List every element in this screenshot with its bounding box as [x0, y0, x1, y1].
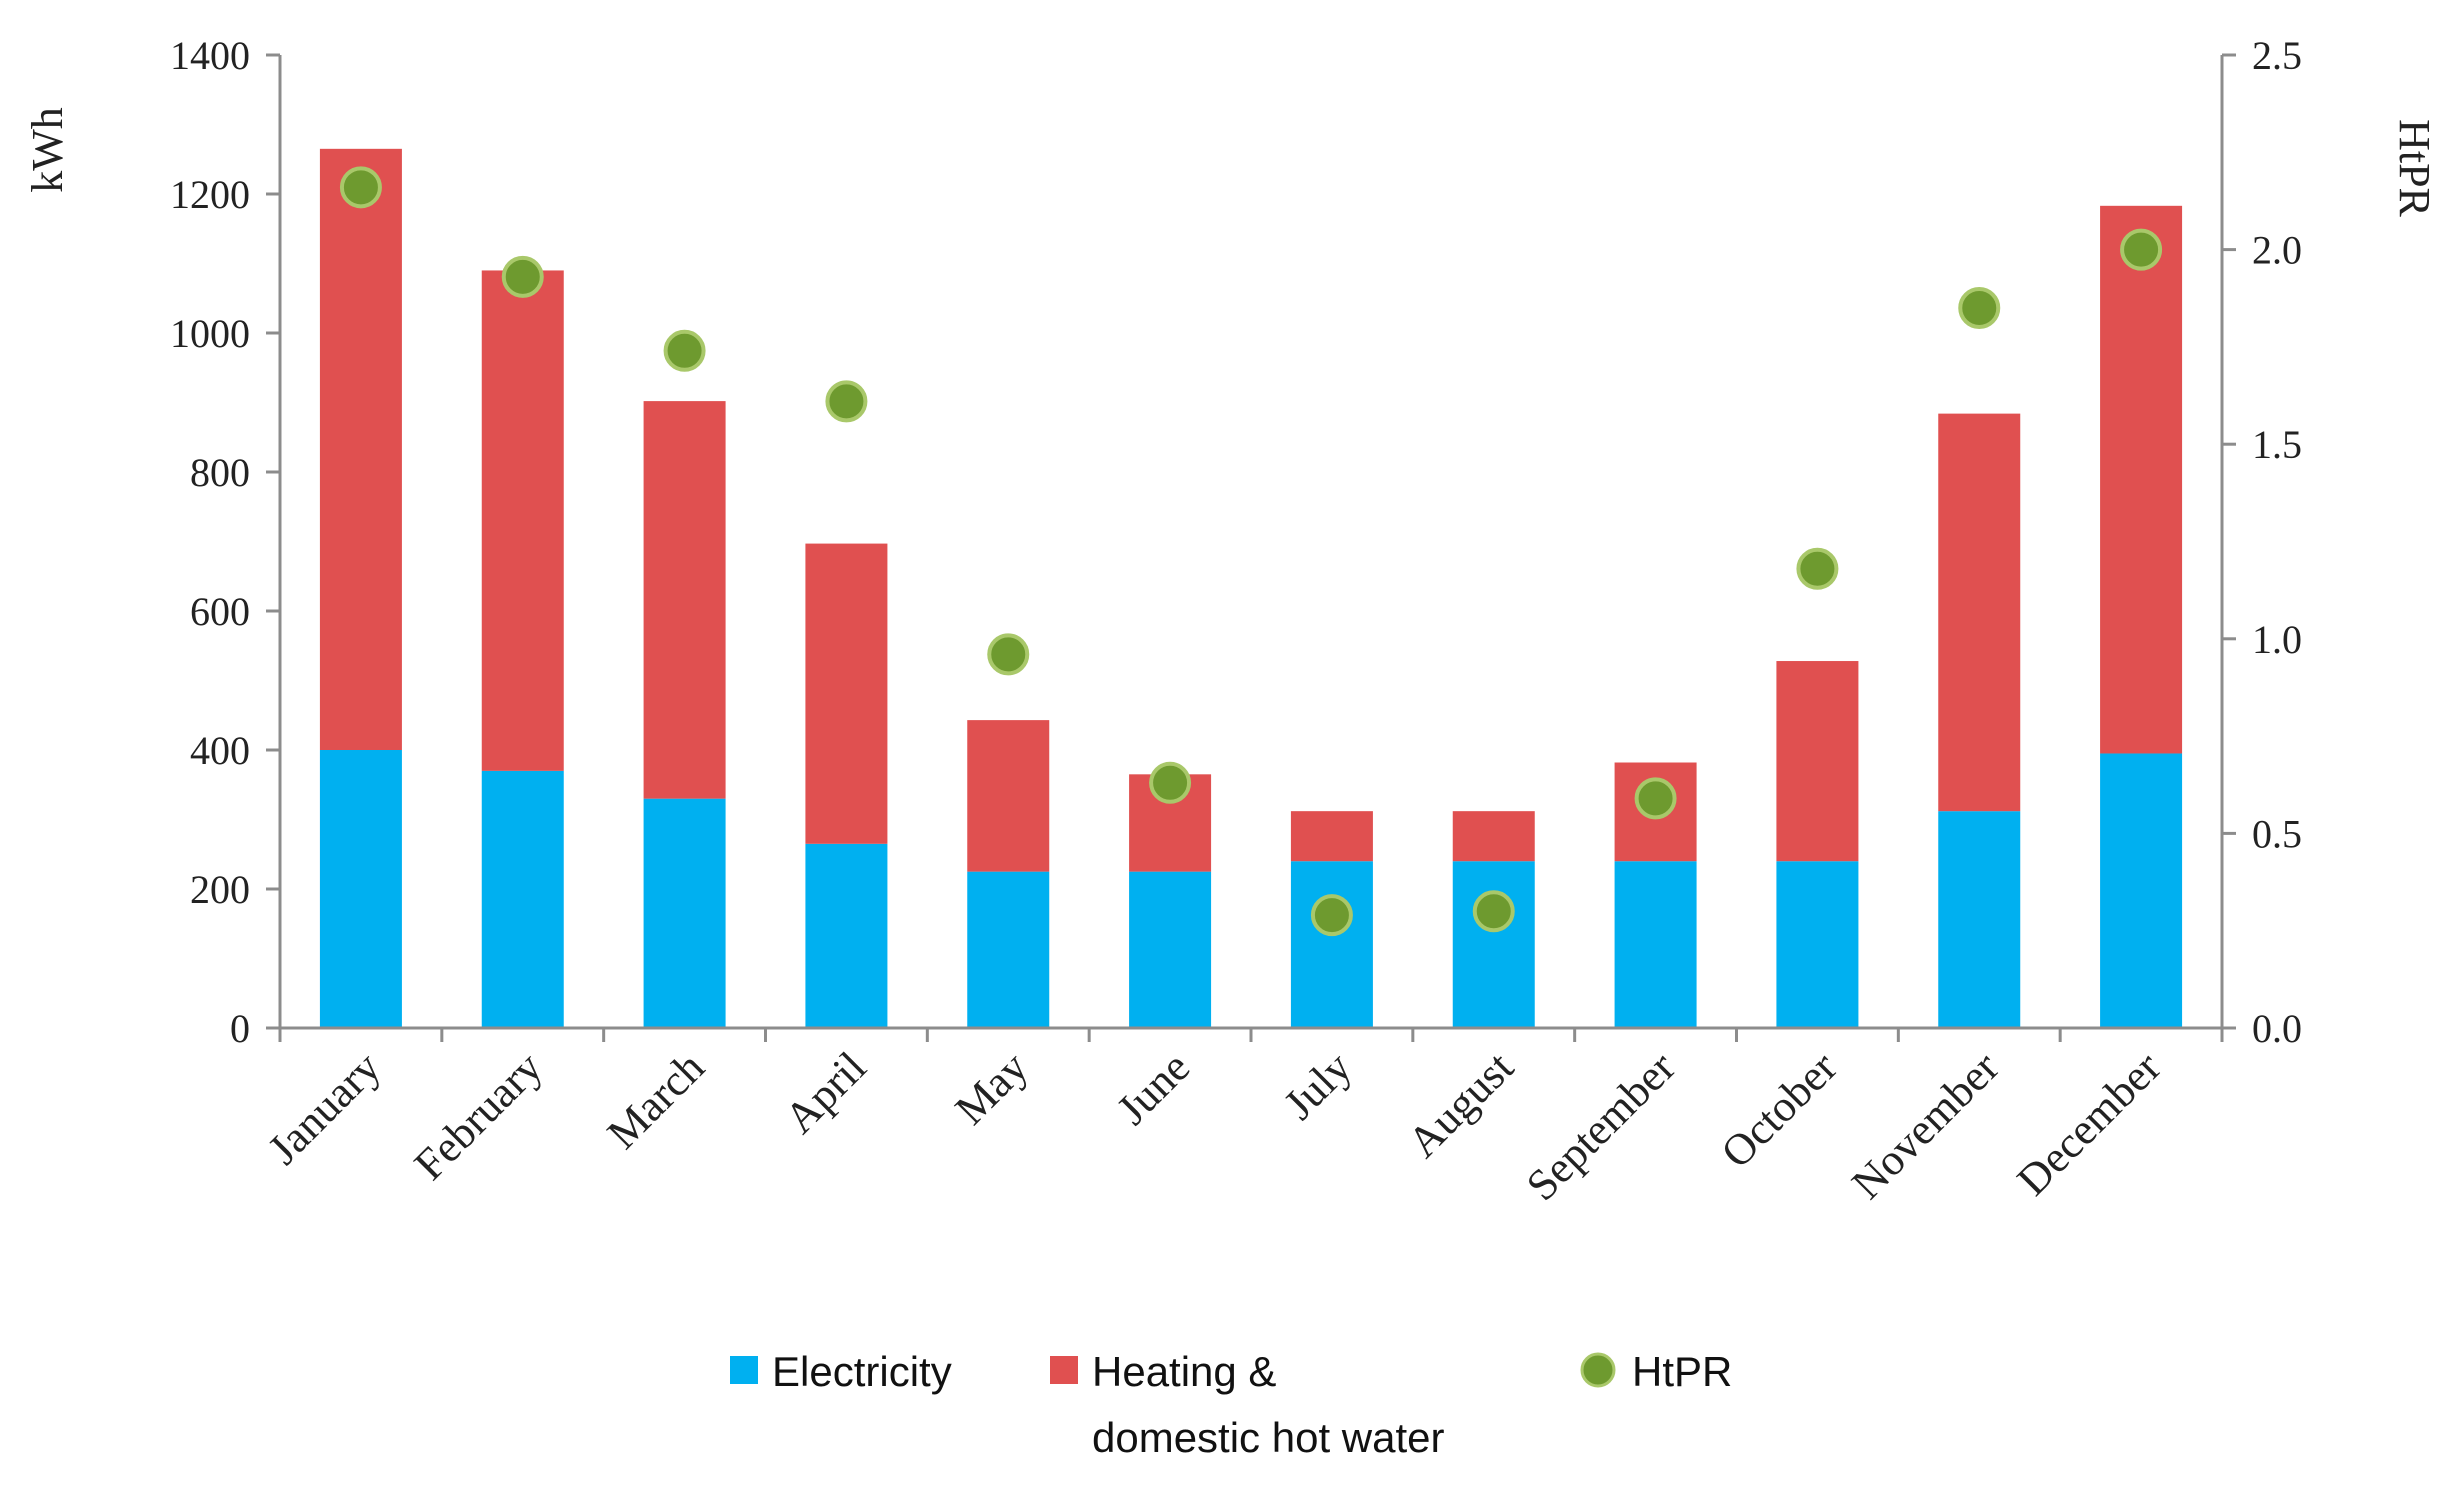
legend-label-electricity: Electricity	[772, 1348, 952, 1395]
x-tick-label-october: October	[1712, 1042, 1847, 1177]
htpr-point-march	[663, 329, 706, 372]
axes-layer	[266, 53, 2236, 1042]
bar-heating-january	[319, 148, 402, 750]
y-tick-label-left: 1000	[170, 311, 250, 356]
y-tick-label-left: 600	[190, 589, 250, 634]
bar-electricity-december	[2100, 753, 2183, 1028]
bar-heating-march	[643, 401, 726, 799]
htpr-point-july	[1310, 894, 1353, 937]
bar-electricity-november	[1938, 811, 2021, 1028]
x-tick-label-august: August	[1398, 1042, 1523, 1167]
bar-heating-may	[967, 720, 1050, 872]
legend-swatch-heating	[1050, 1356, 1078, 1384]
bar-electricity-august	[1452, 861, 1535, 1028]
bar-heating-december	[2100, 205, 2183, 754]
bar-heating-august	[1452, 811, 1535, 862]
y-tick-label-left: 1200	[170, 172, 250, 217]
y-tick-label-left: 400	[190, 728, 250, 773]
bar-electricity-january	[319, 750, 402, 1028]
legend-label-heating-line2: domestic hot water	[1092, 1414, 1445, 1461]
bars-layer	[319, 148, 2183, 1028]
bar-electricity-july	[1290, 861, 1373, 1028]
htpr-point-april	[825, 380, 868, 423]
bar-electricity-october	[1776, 861, 1859, 1028]
bar-electricity-may	[967, 871, 1050, 1028]
x-tick-label-march: March	[598, 1042, 714, 1158]
htpr-point-may	[987, 633, 1030, 676]
bar-electricity-april	[805, 843, 888, 1028]
x-tick-label-january: January	[259, 1042, 390, 1173]
legend-label-htpr: HtPR	[1632, 1348, 1732, 1395]
x-tick-label-july: July	[1274, 1042, 1361, 1129]
bar-electricity-september	[1614, 861, 1697, 1028]
bar-electricity-february	[481, 770, 564, 1028]
y-tick-label-right: 0.0	[2252, 1006, 2302, 1051]
bar-heating-october	[1776, 661, 1859, 862]
bar-heating-november	[1938, 413, 2021, 812]
y-axis-right-title: HtPR	[2390, 119, 2439, 217]
legend-label-heating-line1: Heating &	[1092, 1348, 1276, 1395]
y-tick-label-left: 0	[230, 1006, 250, 1051]
htpr-point-february	[501, 255, 544, 298]
htpr-point-september	[1634, 777, 1677, 820]
legend-swatch-electricity	[730, 1356, 758, 1384]
x-tick-label-april: April	[775, 1042, 875, 1142]
y-tick-label-left: 1400	[170, 33, 250, 78]
htpr-point-january	[339, 166, 382, 209]
legend: Electricity Heating & domestic hot water Ht…	[730, 1348, 1732, 1461]
y-tick-label-right: 2.5	[2252, 33, 2302, 78]
bar-electricity-june	[1129, 871, 1212, 1028]
y-tick-label-left: 200	[190, 867, 250, 912]
y-tick-label-right: 1.0	[2252, 617, 2302, 662]
x-tick-label-november: November	[1842, 1042, 2008, 1208]
legend-marker-htpr	[1580, 1352, 1616, 1388]
bar-heating-july	[1290, 811, 1373, 862]
x-tick-label-june: June	[1107, 1042, 1199, 1134]
y-tick-label-right: 0.5	[2252, 811, 2302, 856]
y-tick-label-right: 1.5	[2252, 422, 2302, 467]
htpr-points-layer	[339, 166, 2163, 937]
x-tick-label-may: May	[946, 1042, 1038, 1134]
y-tick-label-left: 800	[190, 450, 250, 495]
bar-heating-april	[805, 543, 888, 844]
bar-electricity-march	[643, 798, 726, 1028]
y-axis-left-title: kWh	[23, 107, 72, 193]
htpr-point-december	[2120, 228, 2163, 271]
htpr-point-august	[1472, 890, 1515, 933]
htpr-point-june	[1149, 761, 1192, 804]
x-tick-label-september: September	[1517, 1042, 1685, 1210]
x-tick-label-december: December	[2008, 1042, 2171, 1205]
htpr-point-october	[1796, 547, 1839, 590]
htpr-point-november	[1958, 286, 2001, 329]
y-tick-label-right: 2.0	[2252, 228, 2302, 273]
x-tick-label-february: February	[405, 1042, 552, 1189]
bar-heating-february	[481, 270, 564, 771]
